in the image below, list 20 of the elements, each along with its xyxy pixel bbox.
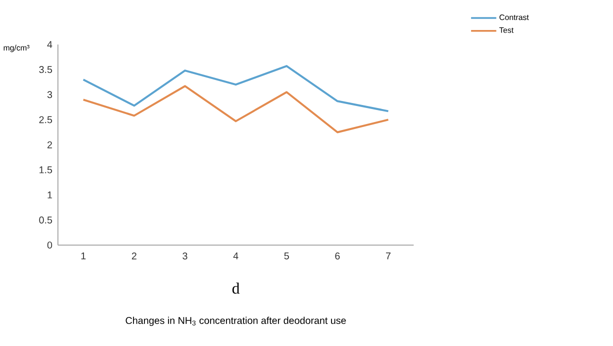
- y-tick-label: 3: [47, 91, 52, 98]
- y-tick-label: 3.5: [39, 66, 52, 74]
- x-tick-label: 1: [81, 252, 86, 260]
- y-tick-label: 2.5: [39, 116, 52, 124]
- y-tick-label: 4: [47, 41, 52, 48]
- line-series: [82, 85, 390, 134]
- y-tick-label: 0.5: [39, 216, 52, 224]
- x-tick-label: 4: [233, 252, 238, 260]
- x-tick-label: 6: [335, 252, 340, 260]
- y-tick-label: 2: [47, 141, 52, 148]
- x-tick-label: 5: [284, 252, 289, 260]
- y-tick-label: 0: [47, 242, 52, 249]
- line-series: [82, 65, 390, 112]
- x-axis-title: d: [232, 282, 240, 294]
- x-tick-label: 3: [182, 252, 188, 260]
- x-tick-label: 2: [132, 252, 136, 260]
- x-tick-label: 7: [386, 252, 391, 260]
- y-tick-label: 1: [48, 192, 52, 198]
- text: Changes in NH$_{3}$ concentration after deodorant use: [126, 316, 346, 326]
- y-tick-label: 1.5: [40, 166, 52, 174]
